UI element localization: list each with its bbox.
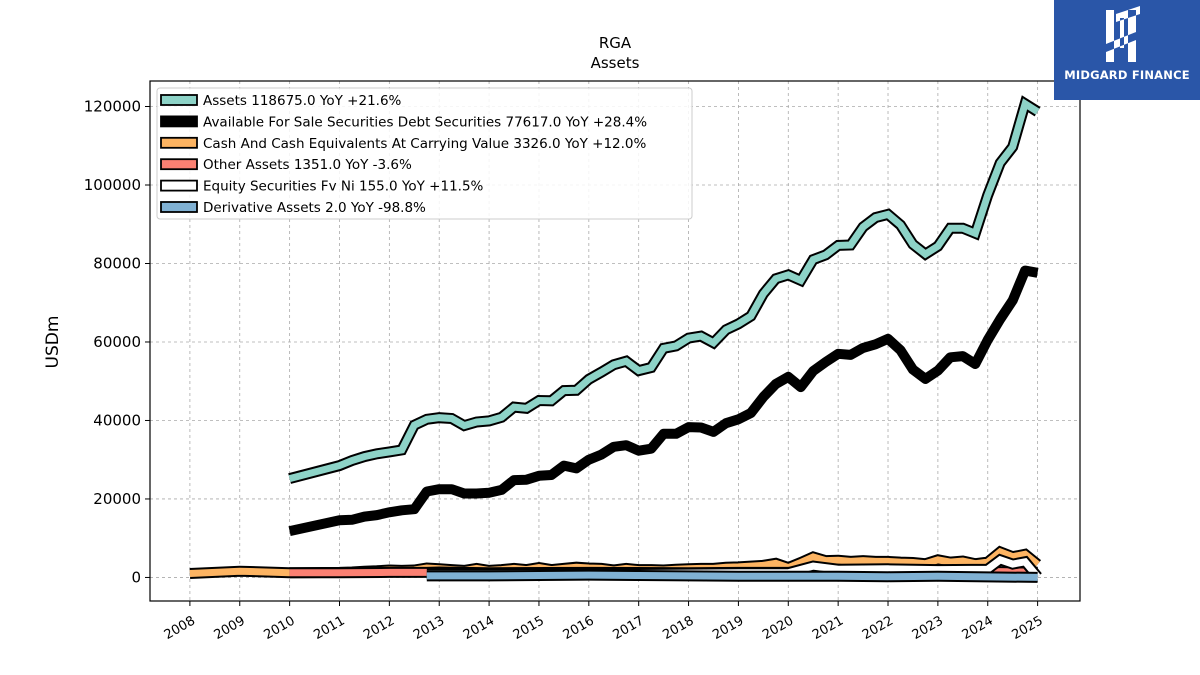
y-tick-label-2: 40000: [93, 411, 141, 429]
legend-label-3: Other Assets 1351.0 YoY -3.6%: [203, 157, 412, 173]
x-tick-label-8: 2016: [561, 613, 597, 643]
legend-label-1: Available For Sale Securities Debt Secur…: [203, 114, 647, 130]
legend-swatch-3: [160, 158, 198, 171]
x-tick-label-10: 2018: [660, 613, 696, 643]
x-tick-label-15: 2023: [910, 613, 946, 643]
x-tick-label-16: 2024: [960, 613, 996, 643]
series-layer: [189, 95, 1042, 583]
legend-swatch-5: [160, 201, 198, 213]
x-tick-label-13: 2021: [810, 613, 846, 643]
legend: Assets 118675.0 YoY +21.6% Available For …: [156, 87, 693, 220]
x-tick-label-12: 2020: [760, 613, 796, 643]
y-tick-label-6: 120000: [84, 98, 141, 116]
x-tick-label-4: 2012: [361, 613, 397, 643]
x-tick-label-14: 2022: [860, 613, 896, 643]
legend-label-2: Cash And Cash Equivalents At Carrying Va…: [203, 136, 647, 152]
series-line-0: [288, 98, 1040, 482]
y-tick-label-3: 60000: [93, 333, 141, 351]
x-tick-label-17: 2025: [1009, 613, 1045, 643]
x-tick-label-9: 2017: [611, 613, 647, 643]
chart-subtitle: Assets: [591, 54, 640, 72]
legend-swatch-1: [160, 115, 198, 128]
series-line-5: [426, 571, 1038, 581]
brand-logo: MIDGARD FINANCE: [1054, 0, 1200, 100]
x-tick-label-11: 2019: [710, 613, 746, 643]
legend-box: [156, 87, 693, 220]
x-tick-label-0: 2008: [162, 613, 198, 643]
x-tick-label-3: 2011: [311, 613, 347, 643]
legend-swatch-4: [160, 179, 198, 192]
y-tick-label-4: 80000: [93, 254, 141, 272]
x-tick-label-5: 2013: [411, 613, 447, 643]
x-tick-label-1: 2009: [212, 613, 248, 643]
y-tick-label-1: 20000: [93, 490, 141, 508]
legend-label-4: Equity Securities Fv Ni 155.0 YoY +11.5%: [203, 179, 484, 195]
plot-frame: [149, 80, 1081, 602]
midgard-logo-icon: [1106, 6, 1140, 62]
x-tick-label-6: 2014: [461, 613, 497, 643]
y-tick-label-0: 0: [131, 568, 141, 586]
chart-title: RGA: [599, 34, 632, 52]
legend-label-5: Derivative Assets 2.0 YoY -98.8%: [203, 200, 426, 216]
legend-swatch-2: [160, 136, 198, 149]
legend-label-0: Assets 118675.0 YoY +21.6%: [203, 93, 402, 109]
legend-swatch-0: [160, 94, 198, 106]
brand-name: MIDGARD FINANCE: [1064, 68, 1190, 82]
x-tick-label-2: 2010: [261, 613, 297, 643]
y-axis-label: USDm: [43, 316, 63, 369]
x-tick-label-7: 2015: [511, 613, 547, 643]
y-tick-label-5: 100000: [84, 176, 141, 194]
series-line-1: [288, 265, 1039, 536]
